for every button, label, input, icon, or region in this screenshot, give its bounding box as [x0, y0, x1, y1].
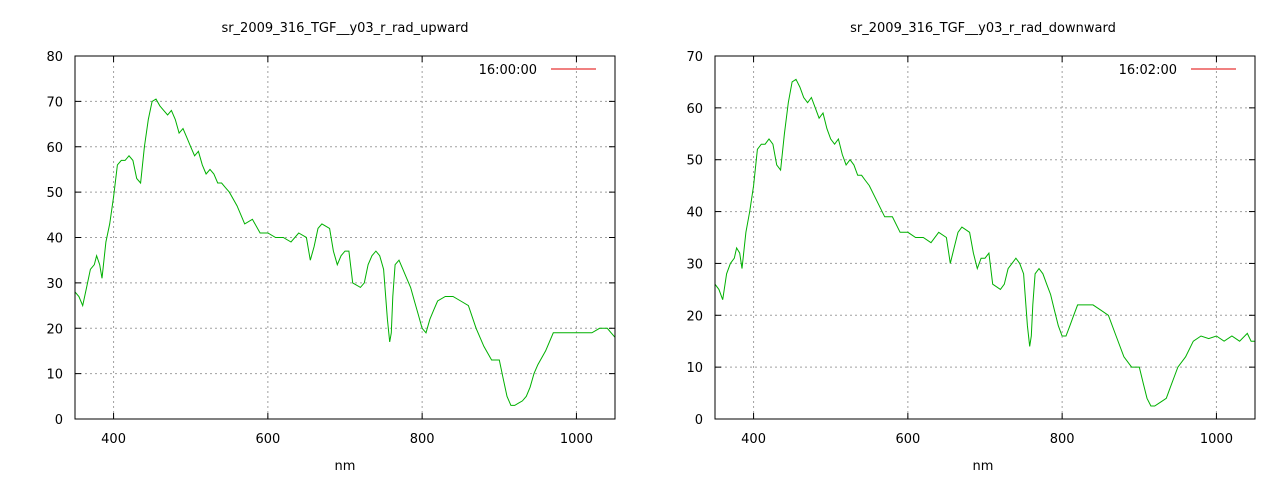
y-tick-label: 50: [686, 154, 703, 169]
x-tick-label: 600: [895, 432, 920, 447]
chart-upward: sr_2009_316_TGF__y03_r_rad_upward nm 0 10…: [46, 21, 616, 474]
x-tick-label: 1000: [1200, 432, 1233, 447]
series-line: [74, 98, 616, 406]
legend-label: 16:00:00: [479, 63, 537, 78]
x-tick-label: 600: [255, 432, 280, 447]
y-tick-label: 50: [46, 186, 63, 201]
y-tick-label: 30: [686, 257, 703, 272]
y-tick-label: 10: [46, 368, 63, 383]
legend-label: 16:02:00: [1119, 63, 1177, 78]
y-tick-label: 70: [686, 50, 703, 65]
y-tick-label: 20: [46, 322, 63, 337]
y-tick-label: 70: [46, 95, 63, 110]
legend: 16:02:00: [1119, 63, 1236, 78]
x-tick-label: 800: [410, 432, 435, 447]
y-tick-label: 40: [686, 206, 703, 221]
y-tick-label: 10: [686, 361, 703, 376]
x-tick-label: 800: [1050, 432, 1075, 447]
y-tick-label: 0: [695, 413, 703, 428]
chart-title: sr_2009_316_TGF__y03_r_rad_upward: [221, 21, 468, 36]
y-tick-label: 60: [46, 141, 63, 156]
chart-title: sr_2009_316_TGF__y03_r_rad_downward: [850, 21, 1116, 36]
y-tick-label: 80: [46, 50, 63, 65]
y-tick-label: 20: [686, 309, 703, 324]
plot-frame: [74, 55, 616, 420]
y-tick-label: 0: [55, 413, 63, 428]
series-line: [714, 78, 1255, 407]
x-axis-label: nm: [973, 459, 994, 474]
x-tick-label: 400: [101, 432, 126, 447]
y-tick-label: 60: [686, 102, 703, 117]
chart-downward: sr_2009_316_TGF__y03_r_rad_downward nm 0…: [686, 21, 1256, 474]
x-axis-label: nm: [335, 459, 356, 474]
x-tick-label: 1000: [560, 432, 593, 447]
x-tick-label: 400: [741, 432, 766, 447]
plot-frame: [714, 55, 1256, 420]
y-tick-label: 40: [46, 232, 63, 247]
legend: 16:00:00: [479, 63, 596, 78]
y-tick-label: 30: [46, 277, 63, 292]
